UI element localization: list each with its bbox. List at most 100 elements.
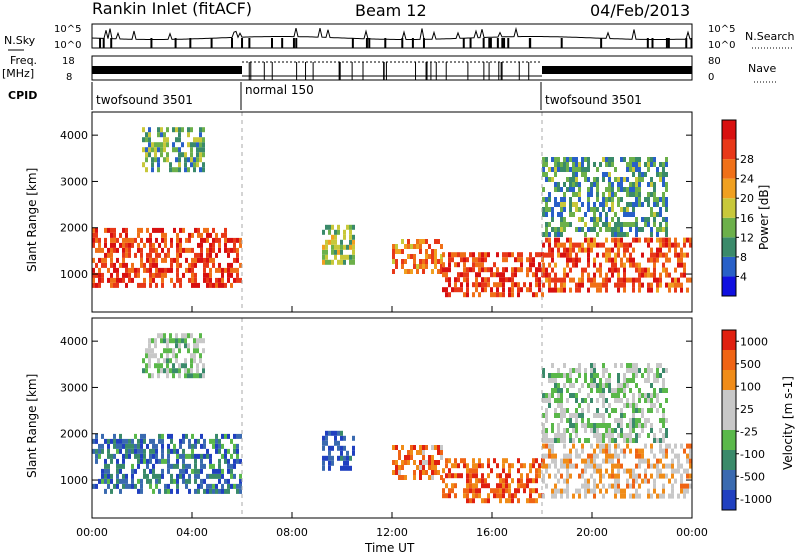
velocity-cell xyxy=(104,478,107,484)
power-cell xyxy=(209,232,212,238)
velocity-cell xyxy=(239,488,242,494)
power-cell xyxy=(551,167,554,172)
power-cell xyxy=(623,212,626,217)
velocity-cell xyxy=(199,353,202,359)
power-cell xyxy=(98,242,101,248)
power-cell xyxy=(593,282,596,288)
power-cell xyxy=(656,252,659,258)
power-cell xyxy=(560,207,563,212)
velocity-cell xyxy=(572,368,575,373)
velocity-cell xyxy=(584,488,587,494)
power-cell xyxy=(469,252,472,258)
power-cell xyxy=(578,247,581,253)
velocity-cell xyxy=(683,483,686,489)
velocity-cell xyxy=(398,455,401,460)
power-cell xyxy=(563,197,566,202)
power-cell xyxy=(502,267,505,273)
power-cell xyxy=(617,217,620,222)
power-cell xyxy=(128,267,131,273)
power-cell xyxy=(334,239,337,245)
power-cell xyxy=(475,277,478,283)
velocity-cell xyxy=(212,468,215,474)
velocity-cell xyxy=(602,393,605,398)
power-cell xyxy=(434,239,437,244)
power-cell xyxy=(178,157,181,163)
velocity-cell xyxy=(665,368,668,373)
power-cell xyxy=(199,157,202,163)
power-cell xyxy=(137,247,140,253)
power-cell xyxy=(629,257,632,263)
velocity-cell xyxy=(575,423,578,428)
velocity-cell xyxy=(230,453,233,459)
velocity-cell xyxy=(557,403,560,408)
power-cell xyxy=(481,267,484,273)
power-cell xyxy=(188,277,191,283)
velocity-cell xyxy=(566,388,569,393)
power-cell xyxy=(337,249,340,255)
velocity-cell xyxy=(554,493,557,499)
power-cell xyxy=(125,282,128,288)
power-cell xyxy=(172,142,175,148)
velocity-colorbar-tick: -100 xyxy=(740,448,765,461)
power-cell xyxy=(514,257,517,263)
power-cell xyxy=(548,287,551,293)
power-cell xyxy=(629,262,632,268)
velocity-cell xyxy=(196,363,199,369)
power-cell xyxy=(638,262,641,268)
power-cell xyxy=(194,257,197,263)
power-cell xyxy=(560,197,563,202)
power-cell xyxy=(178,127,181,133)
power-cell xyxy=(499,282,502,288)
power-cell xyxy=(617,197,620,202)
velocity-cell xyxy=(502,483,505,489)
velocity-cell xyxy=(203,443,206,449)
velocity-cell xyxy=(635,438,638,443)
power-cell xyxy=(122,252,125,258)
velocity-cell xyxy=(215,468,218,474)
velocity-cell xyxy=(119,448,122,454)
velocity-cell xyxy=(475,463,478,469)
velocity-cell xyxy=(535,473,538,479)
velocity-cell xyxy=(425,470,428,475)
power-cell xyxy=(620,232,623,237)
velocity-cell xyxy=(656,463,659,469)
power-cell xyxy=(572,257,575,263)
velocity-cell xyxy=(599,413,602,418)
velocity-cell xyxy=(626,383,629,388)
power-cell xyxy=(337,229,340,235)
power-cell xyxy=(566,257,569,263)
velocity-cell xyxy=(395,465,398,470)
power-cell xyxy=(557,187,560,192)
power-cell xyxy=(653,272,656,278)
velocity-cell xyxy=(340,465,343,471)
power-cell xyxy=(116,237,119,243)
power-cell xyxy=(200,237,203,243)
power-cell xyxy=(107,267,110,273)
velocity-cell xyxy=(125,448,128,454)
velocity-cell xyxy=(166,353,169,359)
velocity-cell xyxy=(662,383,665,388)
power-cell xyxy=(683,237,686,243)
velocity-cell xyxy=(641,373,644,378)
power-cell xyxy=(154,142,157,148)
power-cell xyxy=(209,277,212,283)
power-cell xyxy=(508,277,511,283)
power-cell xyxy=(608,252,611,258)
power-cell xyxy=(647,222,650,227)
velocity-cell xyxy=(496,463,499,469)
power-cell xyxy=(197,227,200,233)
velocity-cell xyxy=(196,343,199,349)
power-cell xyxy=(167,267,170,273)
power-cell xyxy=(647,167,650,172)
velocity-cell xyxy=(623,433,626,438)
velocity-cell xyxy=(193,373,196,379)
velocity-cell xyxy=(599,383,602,388)
velocity-cell xyxy=(149,458,152,464)
velocity-cell xyxy=(647,433,650,438)
power-cell xyxy=(407,244,410,249)
velocity-cell xyxy=(209,488,212,494)
power-cell xyxy=(623,242,626,248)
velocity-cell xyxy=(557,423,560,428)
power-cell xyxy=(197,257,200,263)
